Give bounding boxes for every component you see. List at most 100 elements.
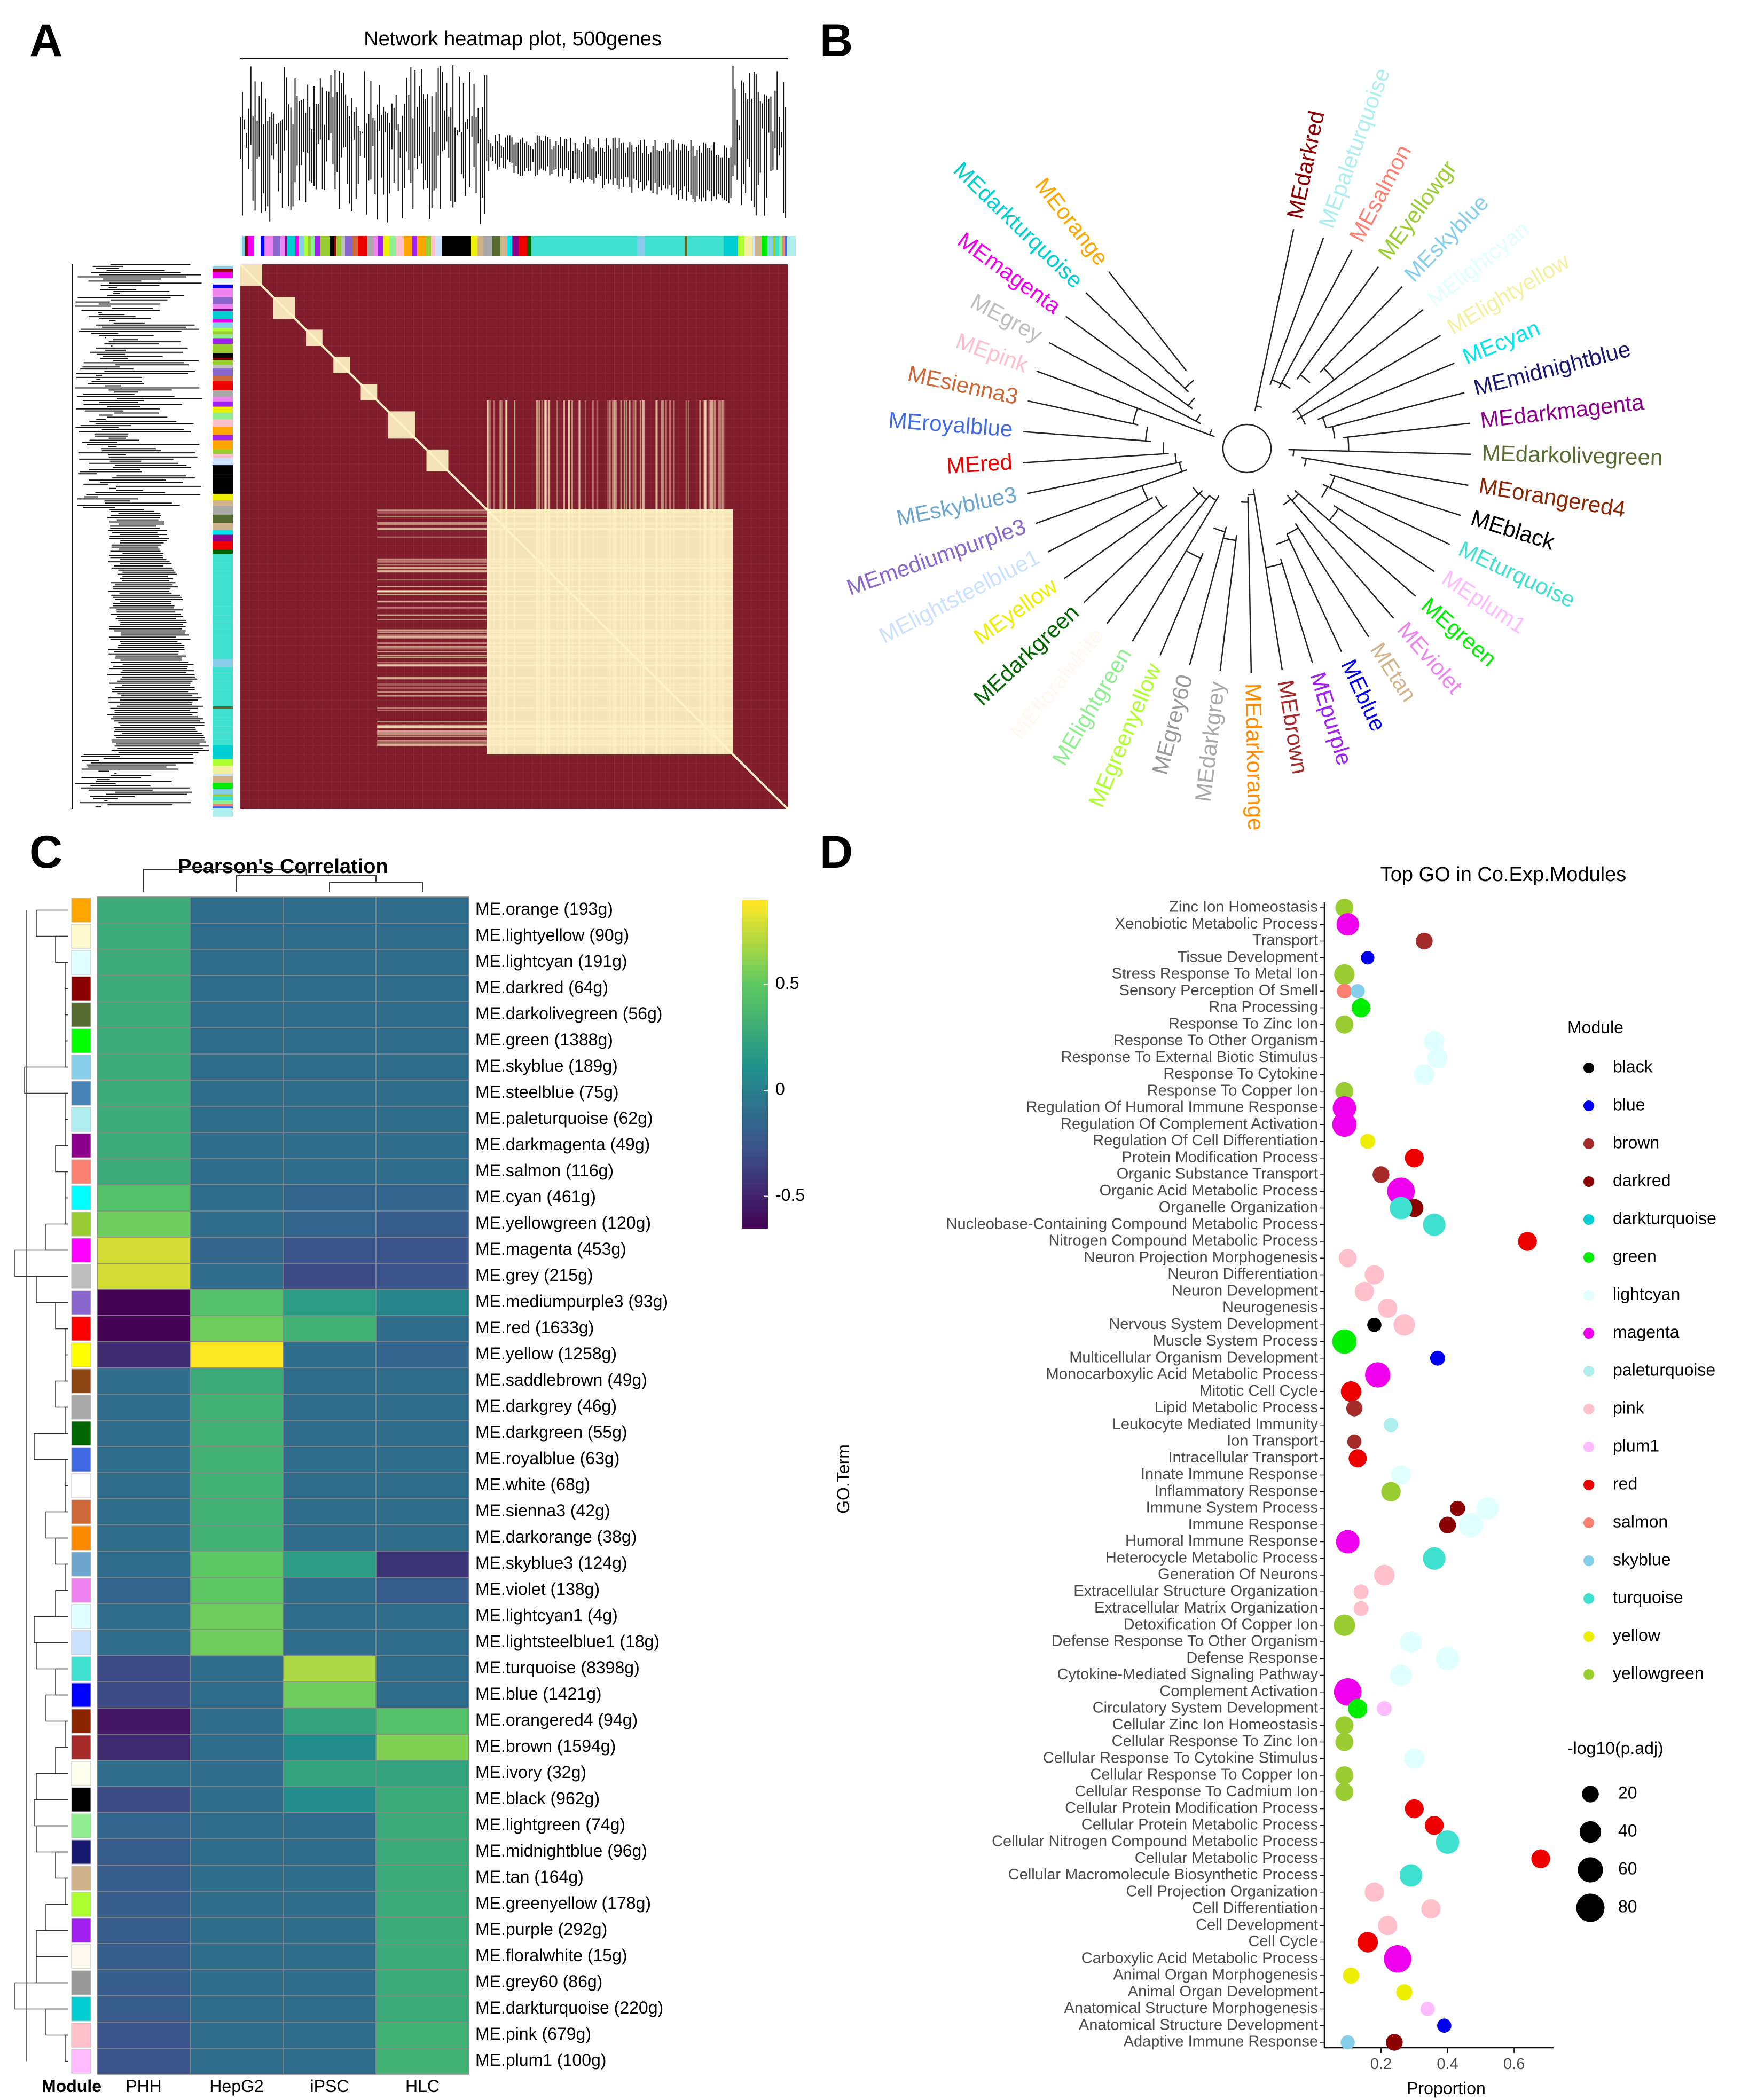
module-swatch [71, 1682, 91, 1708]
row-dendro-branch [36, 1642, 68, 1670]
column-color-bar [637, 236, 645, 256]
correlation-cell [375, 1734, 469, 1761]
go-point [1353, 1584, 1369, 1600]
row-label: ME.darkorange (38g) [475, 1527, 637, 1546]
go-term-label: Regulation Of Humoral Immune Response [1026, 1099, 1318, 1116]
correlation-cell [283, 1760, 377, 1787]
correlation-cell [190, 1524, 284, 1552]
go-point [1334, 1678, 1362, 1706]
legend-swatch [1583, 1176, 1594, 1187]
go-term-label: Neuron Development [1172, 1282, 1318, 1299]
go-point [1436, 1830, 1460, 1854]
go-point [1335, 1766, 1354, 1784]
tree-arc [1213, 527, 1226, 533]
x-tick-label: 0.2 [1370, 2056, 1392, 2073]
row-color-bar [213, 288, 233, 297]
row-label: ME.plum1 (100g) [475, 2050, 606, 2070]
tree-arc [1187, 397, 1195, 406]
heatmap-diagonal [239, 263, 789, 810]
row-label: ME.darkmagenta (49g) [475, 1135, 650, 1154]
go-point [1449, 1500, 1465, 1516]
row-color-bar [213, 365, 233, 369]
go-term-label: Defense Response To Other Organism [1052, 1633, 1318, 1650]
tree-branch [1288, 449, 1471, 455]
tree-branch [1252, 489, 1283, 670]
tree-branch [1027, 400, 1139, 426]
correlation-cell [283, 1106, 377, 1133]
tree-branch [1278, 250, 1353, 388]
go-point [1390, 1664, 1412, 1686]
row-dendro-branch [36, 1276, 68, 1303]
row-label: ME.violet (138g) [475, 1579, 600, 1599]
row-color-bar [213, 615, 233, 623]
legend-label: lightcyan [1613, 1284, 1680, 1303]
go-point [1346, 1400, 1363, 1417]
row-dendro-branch [65, 1406, 68, 1434]
row-label: ME.royalblue (63g) [475, 1449, 619, 1468]
correlation-cell [190, 2048, 284, 2075]
module-swatch [71, 1081, 91, 1106]
correlation-cell [375, 1472, 469, 1499]
go-term-label: Cytokine-Mediated Signaling Pathway [1057, 1666, 1319, 1683]
go-point [1396, 1984, 1413, 2001]
tree-branch [1269, 237, 1324, 386]
row-dendro-branch [65, 1877, 68, 1905]
correlation-cell [283, 975, 377, 1002]
colorbar-segment [742, 1195, 768, 1201]
colorbar-segment [742, 1151, 768, 1158]
module-swatch [71, 1996, 91, 2022]
go-point [1384, 1418, 1398, 1433]
row-color-bar [213, 530, 233, 535]
row-color-bar [213, 720, 233, 727]
tree-arc [1179, 462, 1183, 472]
colorbar-segment [742, 1162, 768, 1169]
go-point [1335, 1733, 1354, 1751]
column-color-bar [264, 236, 273, 256]
correlation-cell [283, 1655, 377, 1682]
go-term-label: Carboxylic Acid Metabolic Process [1081, 1949, 1318, 1967]
row-color-bar [213, 397, 233, 402]
correlation-cell [97, 1812, 191, 1839]
column-color-bar [531, 236, 540, 256]
row-dendro-branch [65, 1092, 68, 1120]
row-label: ME.magenta (453g) [475, 1239, 626, 1259]
correlation-cell [375, 923, 469, 950]
go-term-label: Muscle System Process [1153, 1332, 1318, 1349]
go-term-label: Cellular Response To Copper Ion [1090, 1766, 1318, 1783]
column-color-bar [507, 236, 512, 256]
row-dendro-branch [65, 1563, 68, 1591]
column-color-bar [280, 236, 285, 256]
column-color-bar [562, 236, 571, 256]
go-point [1384, 1945, 1411, 1973]
go-term-label: Cell Projection Organization [1126, 1883, 1318, 1900]
module-swatch [71, 1735, 91, 1760]
row-dendro-branch [55, 1590, 68, 1617]
tree-branch [1286, 534, 1343, 652]
go-term-label: Leukocyte Mediated Immunity [1112, 1415, 1319, 1433]
correlation-cell [97, 1263, 191, 1290]
correlation-cell [375, 1315, 469, 1342]
colorbar-segment [742, 1212, 768, 1218]
row-color-bar [213, 474, 233, 478]
row-color-bar [213, 549, 233, 554]
column-color-bar [295, 236, 299, 256]
correlation-cell [190, 1891, 284, 1918]
module-swatch [71, 1264, 91, 1289]
correlation-cell [283, 1001, 377, 1028]
go-point [1416, 932, 1433, 950]
module-swatch [71, 1107, 91, 1132]
colorbar-segment [742, 1042, 768, 1048]
module-swatch [71, 1002, 91, 1027]
column-color-bar [685, 236, 687, 256]
column-color-bar [404, 236, 412, 256]
row-dendro-branch [55, 1302, 68, 1330]
column-color-bar [358, 236, 367, 256]
module-swatch [71, 1709, 91, 1734]
row-label: ME.sienna3 (42g) [475, 1501, 610, 1520]
legend-label: paleturquoise [1613, 1360, 1715, 1379]
go-point [1340, 1381, 1362, 1402]
correlation-cell [283, 1708, 377, 1735]
tree-branch [1280, 558, 1313, 664]
row-color-bar [213, 368, 233, 376]
colorbar-segment [742, 1190, 768, 1196]
